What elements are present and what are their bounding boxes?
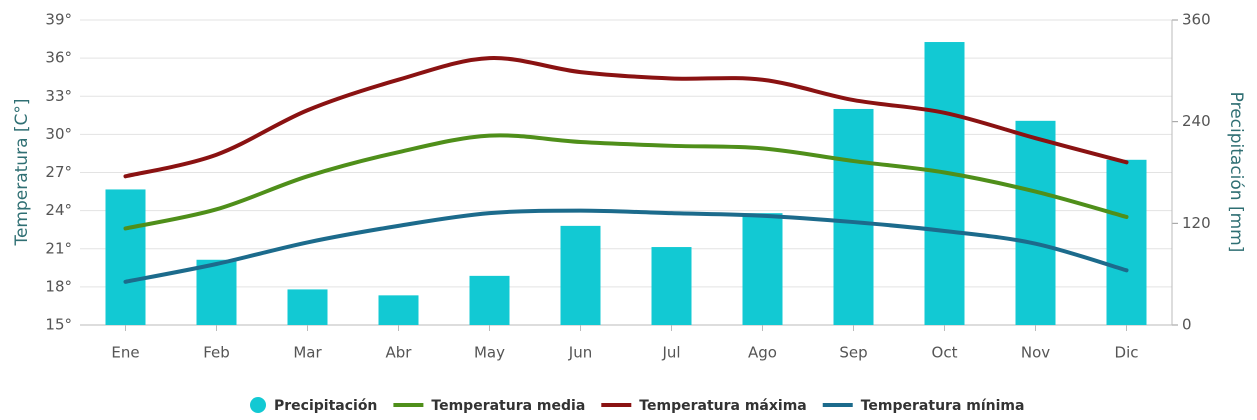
y-tick-label: 33° [45, 87, 72, 105]
y-tick-label: 18° [45, 277, 72, 295]
x-tick-label: Ago [748, 344, 777, 362]
y2-tick-label: 360 [1182, 11, 1211, 29]
line [123, 133, 1129, 231]
legend-label: Temperatura máxima [639, 398, 806, 414]
y-tick-label: 39° [45, 11, 72, 29]
legend-label: Precipitación [274, 398, 377, 414]
y2-tick-label: 120 [1182, 214, 1211, 232]
y2-axis-title: Precipitación [mm] [1226, 92, 1246, 253]
x-tick-label: Mar [293, 344, 322, 362]
bar [469, 275, 510, 325]
bar [378, 295, 419, 325]
y-tick-label: 15° [45, 316, 72, 334]
bar [742, 213, 783, 325]
bar [924, 42, 965, 326]
x-tick-label: Abr [386, 344, 413, 362]
y-tick-label: 21° [45, 239, 72, 257]
y-tick-label: 27° [45, 163, 72, 181]
legend-label: Temperatura media [431, 398, 585, 414]
bar [196, 259, 237, 325]
x-tick-label: Feb [203, 344, 230, 362]
bar [287, 289, 328, 325]
x-tick-label: Jul [661, 344, 680, 362]
bar [560, 225, 601, 325]
x-tick-label: Nov [1021, 344, 1050, 362]
line [123, 56, 1129, 179]
x-tick-label: Dic [1115, 344, 1139, 362]
y-axis-title: Temperatura [C°] [12, 98, 32, 246]
bar [1015, 120, 1056, 325]
x-tick-label: May [474, 344, 505, 362]
line [123, 208, 1129, 284]
bar [833, 108, 874, 325]
y-tick-label: 24° [45, 201, 72, 219]
y2-tick-label: 0 [1182, 316, 1192, 334]
bar [1106, 159, 1147, 325]
y-tick-label: 30° [45, 125, 72, 143]
y-tick-label: 36° [45, 49, 72, 67]
legend: Precipitación Temperatura media Temperatur… [250, 397, 1024, 414]
y2-tick-label: 240 [1182, 112, 1211, 130]
bar [105, 189, 146, 325]
x-tick-label: Jun [568, 344, 592, 362]
x-tick-label: Oct [932, 344, 958, 362]
x-tick-label: Ene [111, 344, 139, 362]
bar [651, 247, 692, 325]
x-tick-label: Sep [839, 344, 867, 362]
legend-swatch [250, 397, 266, 413]
legend-label: Temperatura mínima [861, 398, 1025, 414]
